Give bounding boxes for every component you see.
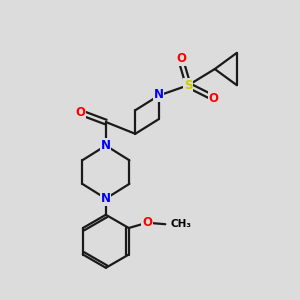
Text: O: O <box>142 216 152 229</box>
Text: S: S <box>184 79 193 92</box>
Text: O: O <box>208 92 218 105</box>
Text: N: N <box>101 139 111 152</box>
Text: O: O <box>176 52 186 65</box>
Text: CH₃: CH₃ <box>171 219 192 229</box>
Text: O: O <box>76 106 86 119</box>
Text: N: N <box>154 88 164 101</box>
Text: N: N <box>101 192 111 205</box>
